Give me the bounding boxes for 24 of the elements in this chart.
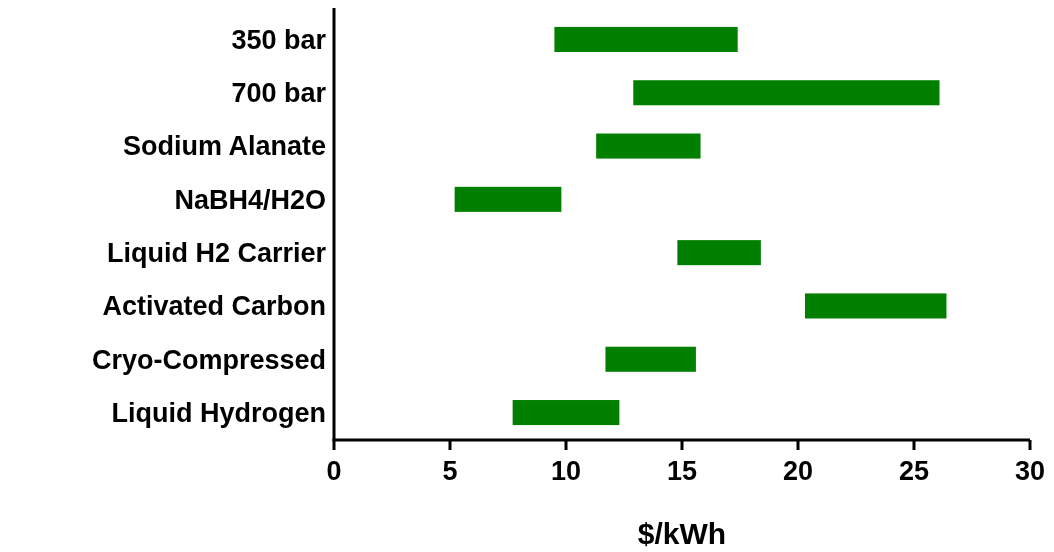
- x-tick-label: 30: [1014, 456, 1046, 486]
- y-tick-label: Liquid Hydrogen: [111, 398, 326, 428]
- bar: [804, 293, 947, 319]
- x-tick-label: 25: [898, 456, 930, 486]
- x-tick-label: 15: [666, 456, 698, 486]
- bar: [605, 346, 696, 372]
- x-axis-title: $/kWh: [637, 517, 727, 550]
- x-tick-label: 10: [550, 456, 582, 486]
- x-tick-label: 0: [326, 456, 342, 486]
- y-tick-label: Cryo-Compressed: [91, 344, 326, 375]
- x-tick-label: 20: [782, 456, 814, 486]
- bar: [596, 133, 701, 159]
- bar: [633, 80, 940, 106]
- bar: [677, 240, 761, 266]
- y-tick-label: NaBH4/H2O: [174, 184, 326, 215]
- bar: [512, 400, 620, 426]
- x-tick-label: 5: [442, 456, 458, 486]
- y-tick-label: 700 bar: [231, 78, 327, 109]
- y-tick-label: Sodium Alanate: [122, 131, 326, 162]
- bar: [554, 26, 738, 52]
- bar: [454, 186, 562, 212]
- y-tick-label: Liquid H2 Carrier: [106, 238, 327, 269]
- y-tick-label: Activated Carbon: [102, 291, 326, 322]
- y-tick-label: 350 bar: [231, 24, 327, 55]
